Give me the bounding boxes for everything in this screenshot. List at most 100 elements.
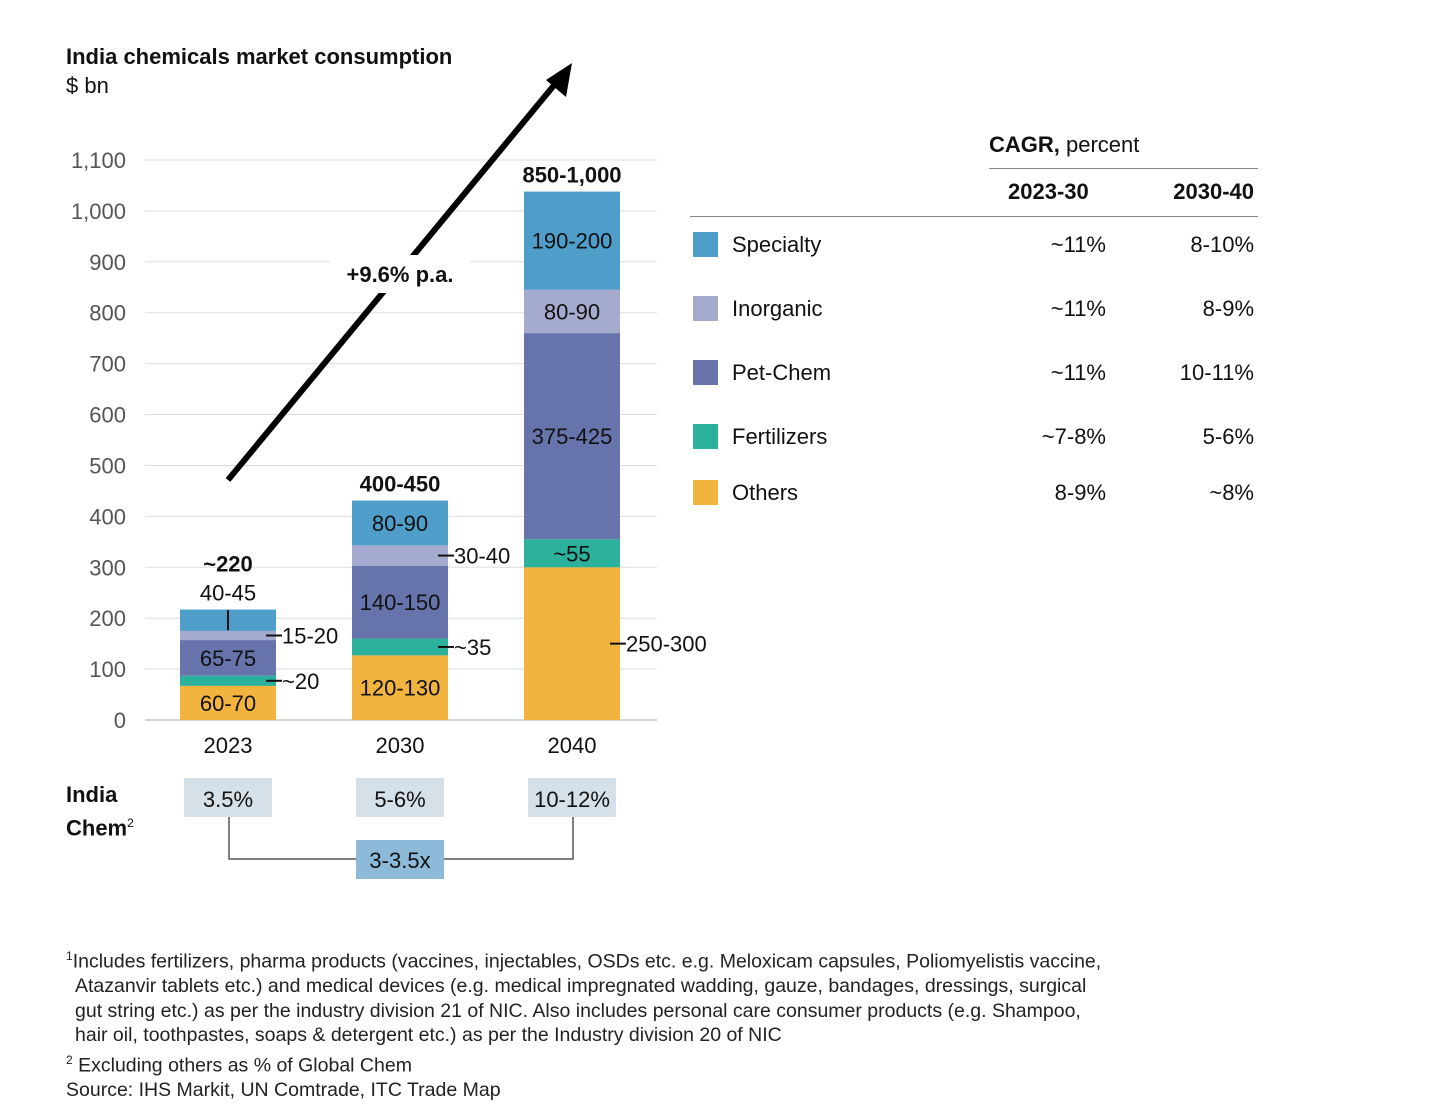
india-chem-sup: 2 [127,816,134,830]
legend-cagr-2030-40: 5-6% [1202,424,1254,449]
india-chem-label-line2: Chem [66,815,128,841]
footnote-2-text: Excluding others as % of Global Chem [72,1054,412,1076]
segment-label: ~35 [454,635,491,660]
legend-row-fertilizers: Fertilizers ~7-8% 5-6% [690,422,1258,452]
legend-label: Fertilizers [732,424,828,449]
footnote-2: 2 Excluding others as % of Global Chem [66,1048,1101,1078]
legend-column-2030-40: 2030-40 [1173,179,1254,204]
y-tick-label: 700 [89,352,126,377]
segment-label: 40-45 [200,581,256,606]
bar-segment-specialty [352,500,448,546]
legend-label: Inorganic [732,296,823,321]
legend-swatch [693,296,718,321]
segment-label: 190-200 [532,229,613,254]
legend-row-pet-chem: Pet-Chem ~11% 10-11% [690,358,1258,388]
legend-cagr-2023-30: ~7-8% [1041,424,1106,449]
india-chem-label-line1: India [66,782,118,807]
legend-column-2023-30: 2023-30 [1008,179,1089,204]
legend-swatch [693,480,718,505]
footnote-1-line: Atazanvir tablets etc.) and medical devi… [75,975,1087,997]
legend-label: Others [732,480,799,505]
x-tick-label: 2040 [548,733,597,758]
y-tick-label: 1,000 [71,199,126,224]
legend-cagr-2023-30: ~11% [1050,360,1106,385]
legend-header-bold: CAGR, [989,132,1060,157]
footnote-1-line: hair oil, toothpastes, soaps & detergent… [75,1024,782,1046]
y-tick-label: 300 [89,555,126,580]
y-tick-label: 600 [89,403,126,428]
bar-segment-pet-chem [180,640,276,676]
bar-segment-fertilizers [352,638,448,656]
legend-cagr-2023-30: ~11% [1050,232,1106,257]
segment-label: 65-75 [200,646,256,671]
legend-cagr-2030-40: ~8% [1209,480,1254,505]
y-tick-label: 100 [89,657,126,682]
legend-swatch [693,424,718,449]
bar-total-label: 400-450 [360,472,441,497]
legend-swatch [693,360,718,385]
y-tick-label: 0 [114,708,126,733]
legend-label: Specialty [732,232,822,257]
india-chem-share-box [356,778,444,817]
legend-cagr-2023-30: 8-9% [1054,480,1106,505]
y-tick-label: 1,100 [71,148,126,173]
legend-cagr-2023-30: ~11% [1050,296,1106,321]
segment-label: ~20 [282,669,319,694]
segment-label: 120-130 [360,676,441,701]
x-tick-label: 2023 [204,733,253,758]
chart-title: India chemicals market consumption $ bn [66,42,452,100]
bar-segment-pet-chem [524,333,620,540]
india-chem-label: India Chem2 [66,780,134,842]
segment-label: 15-20 [282,623,338,648]
footnote-1: 1Includes fertilizers, pharma products (… [66,944,1101,974]
india-chem-share: 10-12% [534,787,610,812]
y-tick-label: 500 [89,453,126,478]
legend-row-others: Others 8-9% ~8% [690,478,1258,508]
legend-cagr-2030-40: 8-9% [1202,296,1254,321]
multiplier-label: 3-3.5x [369,848,430,873]
legend-label: Pet-Chem [732,360,832,385]
bar-segment-fertilizers [180,675,276,686]
footnote-2-marker: 2 [66,1052,73,1067]
legend-cagr-2030-40: 10-11% [1179,360,1254,385]
legend-row-specialty: Specialty ~11% 8-10% [690,230,1258,260]
bar-segment-pet-chem [352,565,448,639]
legend-header-rest: percent [1059,132,1140,157]
footnotes: 1Includes fertilizers, pharma products (… [66,944,1101,1102]
bar-total-label: 850-1,000 [522,163,621,188]
legend-divider [690,216,1258,217]
india-chem-share-box [528,778,616,817]
segment-label: 60-70 [200,691,256,716]
bar-segment-fertilizers [524,539,620,568]
growth-arrow-head [546,63,572,97]
footnote-1-marker: 1 [66,949,73,963]
legend-header: CAGR, percent [989,132,1139,158]
legend-row-inorganic: Inorganic ~11% 8-9% [690,294,1258,324]
bar-segment-inorganic [352,545,448,566]
y-tick-label: 400 [89,504,126,529]
segment-label: ~55 [553,541,590,566]
y-tick-label: 800 [89,301,126,326]
segment-label: 80-90 [372,511,428,536]
title-text: India chemicals market consumption [66,44,453,69]
segment-label: 375-425 [532,424,613,449]
y-tick-label: 200 [89,606,126,631]
bar-segment-others [180,685,276,720]
bar-segment-others [352,655,448,720]
india-chem-share: 3.5% [203,787,253,812]
segment-label: 250-300 [626,632,707,657]
footnote-1-line: gut string etc.) as per the industry div… [75,999,1081,1022]
bar-segment-others [524,567,620,720]
legend-columns: 2023-30 2030-40 [989,168,1258,215]
footnote-1-line: Includes fertilizers, pharma products (v… [72,950,1102,973]
india-chem-share-box [184,778,272,817]
multiplier-box [356,840,444,879]
bar-segment-inorganic [180,630,276,641]
bar-segment-inorganic [524,289,620,334]
segment-label: 30-40 [454,544,510,569]
x-tick-label: 2030 [376,733,425,758]
india-chem-share: 5-6% [374,787,425,812]
bar-total-label: ~220 [203,552,253,577]
segment-label: 80-90 [544,299,600,324]
